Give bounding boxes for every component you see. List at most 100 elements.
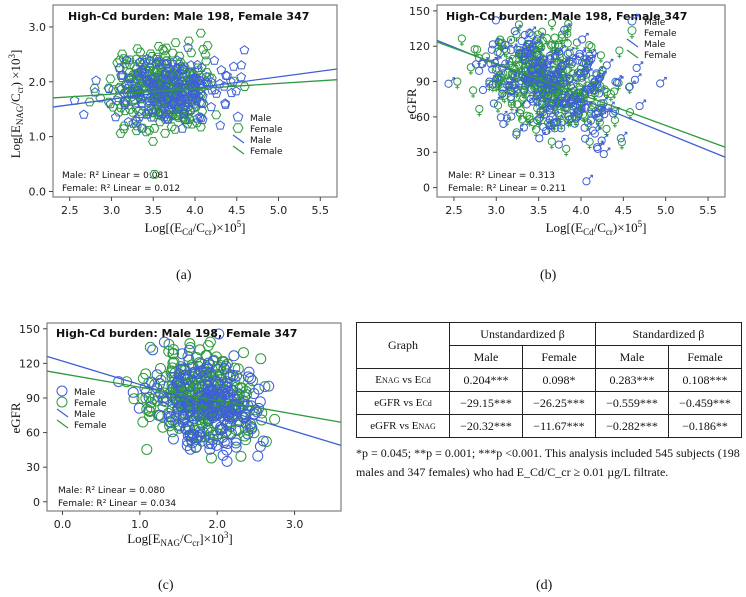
regression-lines [52, 68, 338, 108]
x-tick-label: 4.0 [572, 204, 590, 217]
data-point [171, 62, 182, 73]
data-point [259, 381, 271, 393]
data-point [113, 107, 124, 117]
y-tick-label: 150 [19, 323, 40, 336]
row-graph-label: eGFR vs ENAG [356, 414, 450, 438]
data-point [242, 428, 254, 440]
data-point [581, 132, 592, 143]
data-point [105, 74, 116, 84]
legend-label: Female [250, 147, 283, 157]
data-point [181, 440, 193, 452]
data-point [167, 433, 179, 445]
data-point [203, 437, 215, 449]
data-point [180, 105, 190, 115]
data-point [197, 97, 207, 107]
data-point [128, 118, 139, 128]
y-tick-label: 0.0 [29, 186, 47, 199]
data-point [154, 378, 166, 390]
data-point [242, 371, 254, 383]
legend-label: Male [74, 410, 96, 420]
data-point [226, 87, 237, 98]
data-point [453, 77, 462, 90]
y-axis-label: Log[ENAG/Ccr) ×103] [7, 50, 25, 159]
data-point [232, 111, 244, 122]
data-point [195, 28, 206, 38]
data-point [155, 117, 166, 127]
data-point [187, 95, 198, 105]
data-point [582, 174, 593, 186]
data-point [186, 48, 197, 58]
data-point [119, 121, 130, 131]
legend-line-swatch [232, 134, 245, 144]
data-point [550, 33, 559, 46]
data-point [178, 112, 189, 122]
data-point [195, 431, 207, 443]
x-axis-label: Log[(ECd/Ccr)×105] [546, 219, 647, 237]
y-axis-label: eGFR [8, 402, 23, 433]
regression-line-female [46, 370, 342, 423]
data-point [154, 57, 164, 67]
data-point [201, 349, 213, 361]
data-point [512, 128, 523, 139]
data-point [56, 385, 68, 397]
data-point [478, 83, 490, 95]
y-tick-label: 1.0 [29, 131, 47, 144]
data-point [205, 367, 217, 379]
data-point [577, 71, 589, 82]
data-point [128, 393, 140, 405]
data-point [585, 49, 596, 60]
legend-label: Female [644, 51, 677, 61]
data-point [139, 382, 151, 394]
cell-unstd-female: −11.67*** [522, 414, 596, 438]
data-point [161, 393, 173, 405]
data-point [197, 114, 208, 125]
data-point [533, 113, 544, 125]
chart-title: High-Cd burden: Male 198, Female 347 [56, 327, 297, 340]
data-point [180, 114, 190, 125]
data-point [154, 409, 166, 421]
data-point [538, 36, 547, 49]
data-point [113, 92, 124, 103]
data-point [166, 426, 178, 438]
data-point [186, 60, 196, 70]
r2-male-annotation: Male: R² Linear = 0.081 [62, 171, 169, 181]
row-graph-label: ENAG vs ECd [356, 368, 450, 392]
data-point [149, 96, 160, 106]
data-point [108, 102, 119, 112]
data-point [263, 380, 275, 392]
data-point [147, 344, 159, 356]
legend-label: Female [74, 399, 107, 409]
data-point [194, 426, 206, 438]
r2-female-annotation: Female: R² Linear = 0.034 [58, 499, 176, 509]
data-point [545, 52, 557, 64]
legend-label: Male [644, 18, 666, 28]
data-point [196, 381, 208, 393]
data-point [145, 397, 157, 409]
data-point [514, 20, 524, 33]
data-point [177, 123, 188, 133]
data-point [153, 42, 164, 51]
subheader-male: Male [595, 345, 669, 369]
x-tick-label: 1.0 [131, 518, 149, 531]
data-point [206, 407, 218, 419]
data-point [78, 109, 89, 119]
header-standardized: Standardized β [595, 322, 742, 346]
data-point [578, 32, 589, 44]
legend-line-swatch [626, 49, 639, 59]
data-point [122, 80, 133, 89]
data-point [554, 138, 566, 149]
data-point [177, 87, 188, 98]
data-point [136, 123, 147, 133]
x-tick-label: 4.5 [615, 204, 633, 217]
data-point [221, 455, 233, 467]
data-point [630, 73, 642, 84]
data-point [137, 416, 149, 428]
data-point [599, 147, 611, 159]
data-point [581, 68, 593, 79]
data-point [151, 55, 162, 64]
data-point [466, 63, 475, 75]
data-point [566, 79, 578, 91]
data-point [528, 94, 540, 106]
data-point [225, 76, 236, 86]
data-point [507, 84, 518, 96]
